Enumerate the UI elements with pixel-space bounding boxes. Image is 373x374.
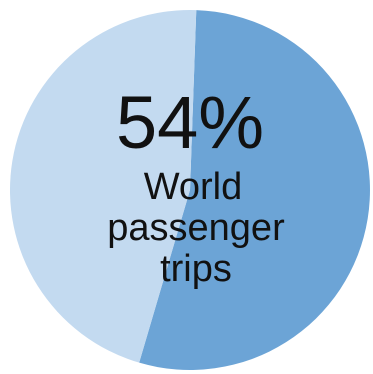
- pie-slices: [9, 10, 370, 371]
- pie-slice-highlight: [139, 10, 370, 371]
- percent-label: 54%: [116, 81, 264, 164]
- label-line-trips: trips: [160, 248, 232, 290]
- label-line-world: World: [144, 166, 243, 208]
- pie-slice-remainder: [9, 10, 197, 363]
- label-line-passenger: passenger: [107, 207, 285, 249]
